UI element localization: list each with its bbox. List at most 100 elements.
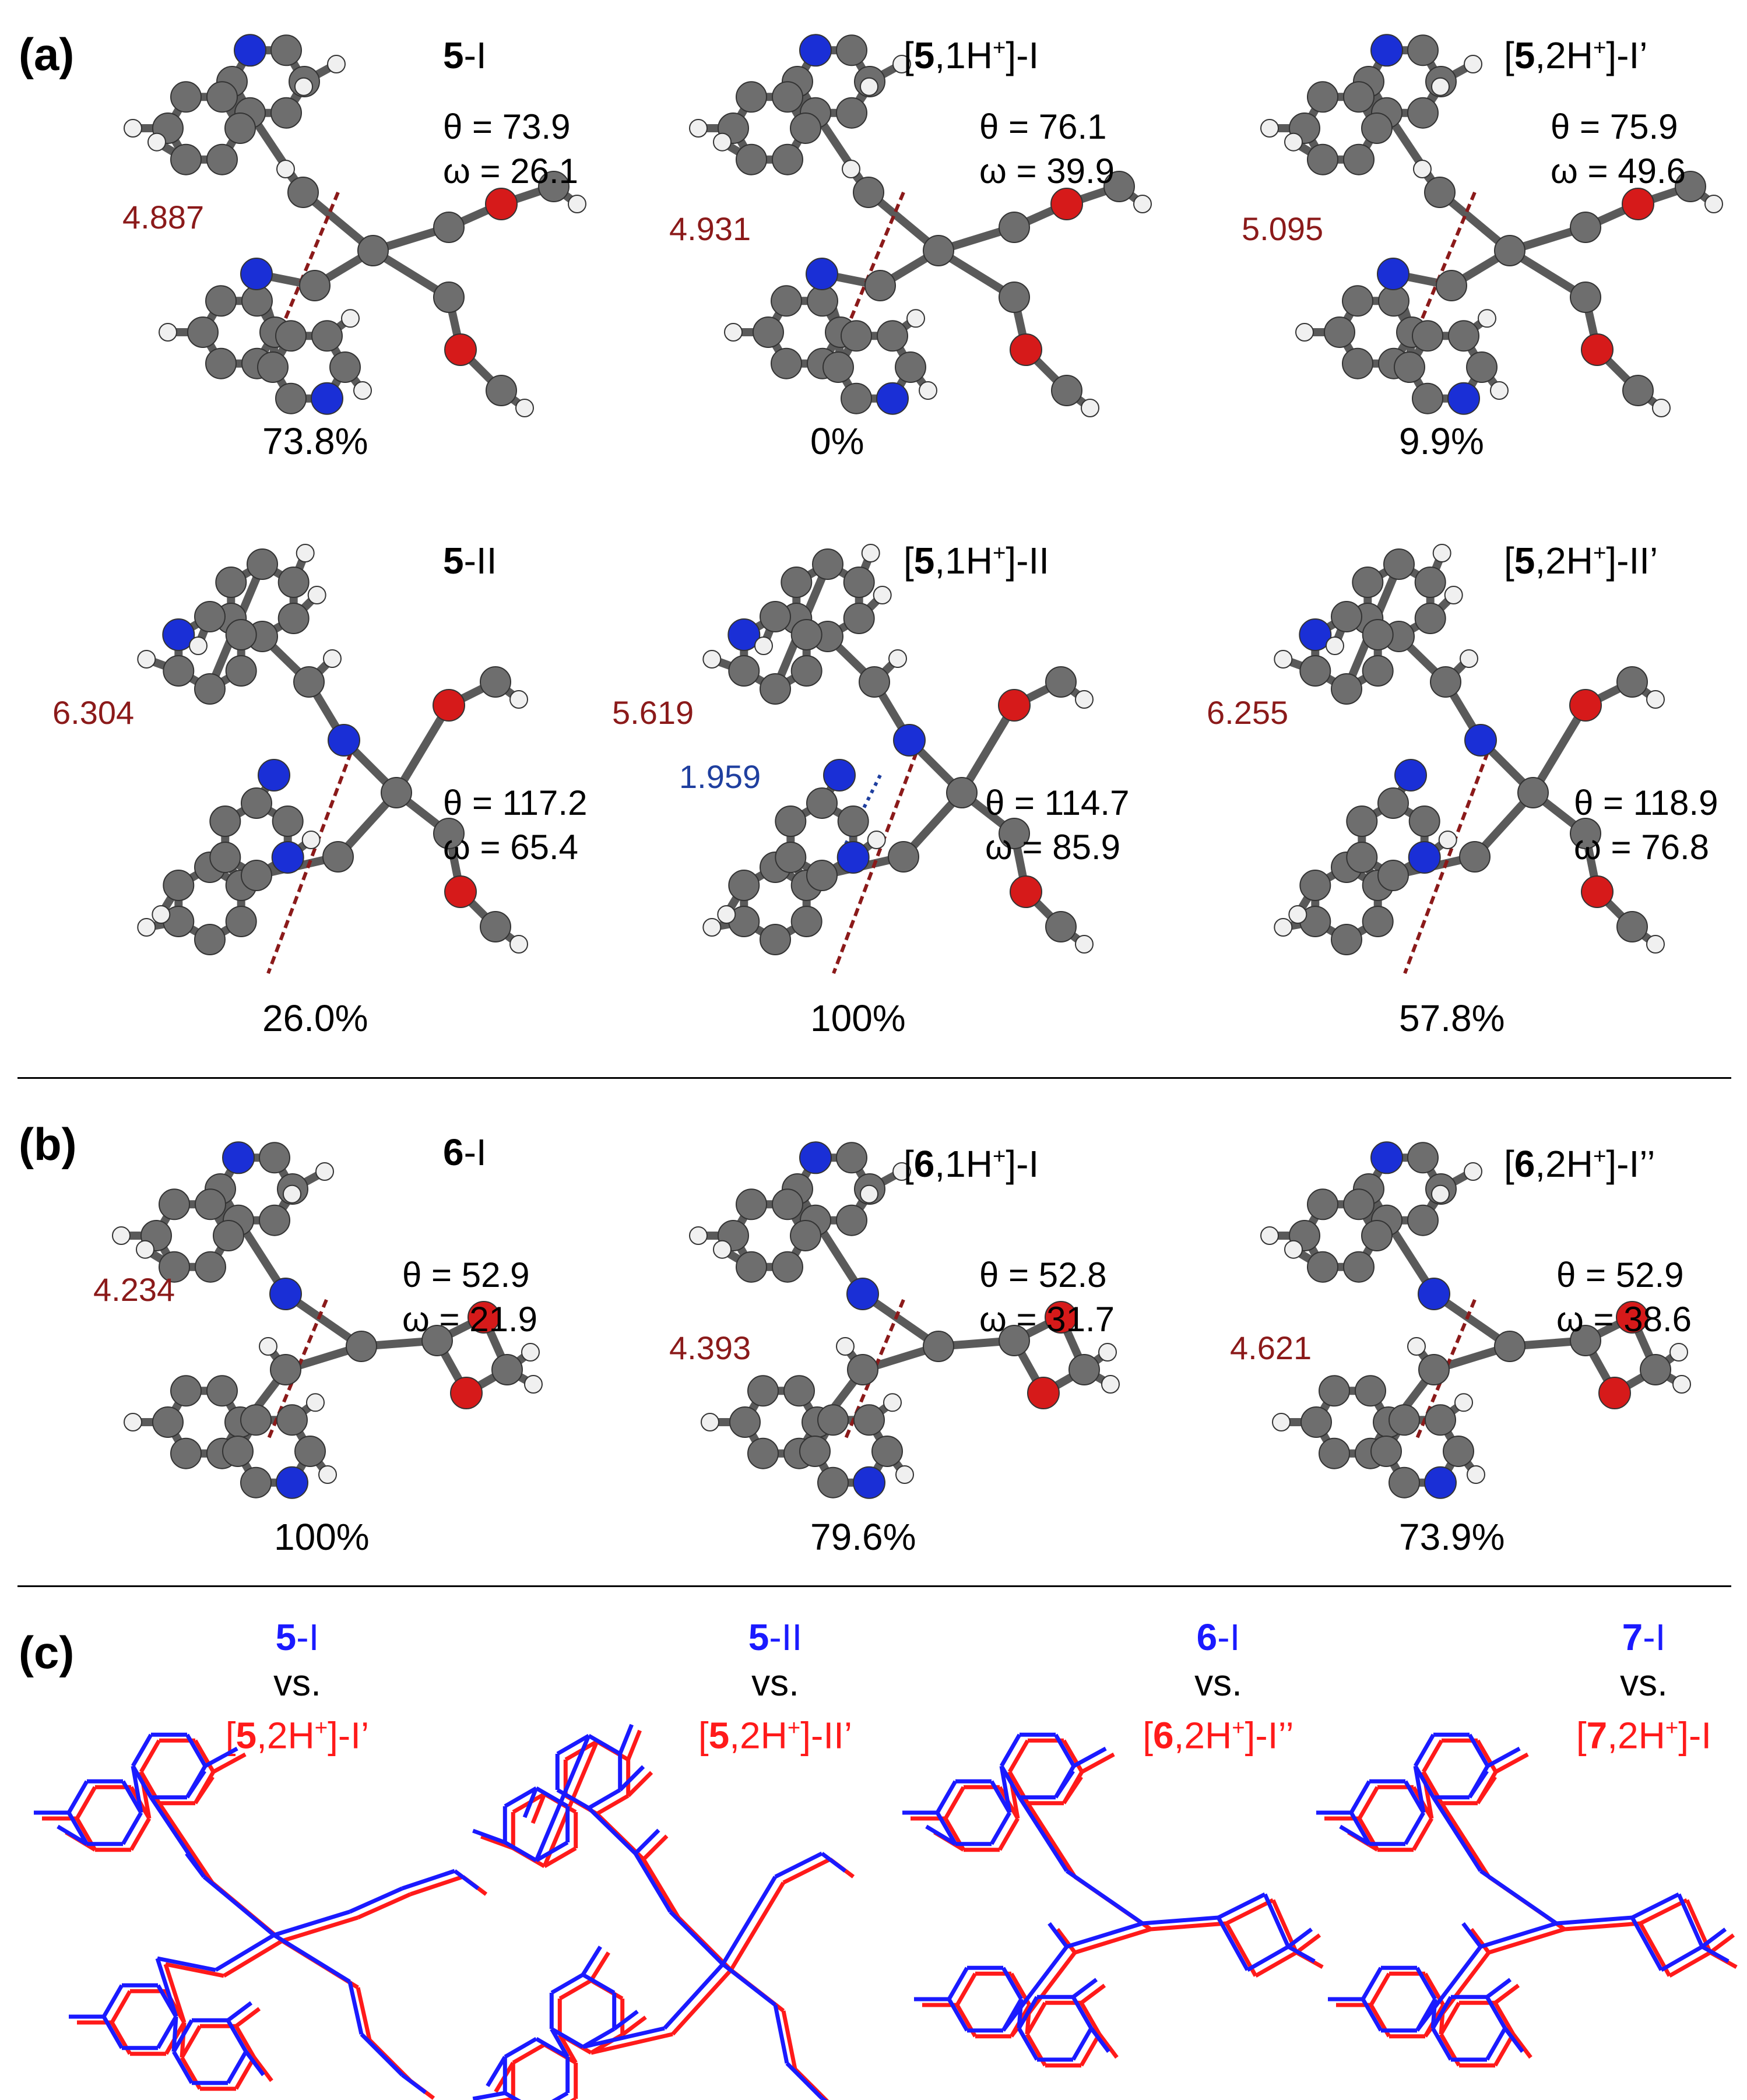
hydrogen-atom (689, 119, 708, 138)
hydrogen-atom (702, 918, 722, 937)
structure-title: [6,2H+]-I’’ (1504, 1142, 1655, 1186)
wire-bond (1048, 1922, 1068, 1948)
carbon-atom (1424, 177, 1456, 208)
wire-bond (1413, 1765, 1426, 1813)
hydrogen-atom (341, 309, 360, 328)
hydrogen-atom (323, 649, 342, 668)
neutral-wireframe (1316, 1732, 1730, 2062)
hydrogen-atom (1652, 399, 1671, 417)
wire-bond (185, 1770, 206, 1799)
carbon-atom (760, 924, 791, 955)
wire-bond (641, 1858, 681, 1919)
carbon-atom (836, 1204, 867, 1236)
hydrogen-atom (307, 586, 326, 604)
wire-bond (1493, 2001, 1516, 2035)
carbon-atom (859, 666, 890, 698)
wire-bond (202, 1875, 276, 1937)
hydrogen-atom (306, 1393, 325, 1412)
carbon-atom (1425, 1404, 1456, 1436)
carbon-atom (771, 347, 802, 379)
wire-bond (1493, 1983, 1520, 2005)
carbon-atom (491, 1354, 523, 1385)
wire-bond (955, 1972, 978, 2006)
carbon-atom (1407, 97, 1439, 129)
ball-and-stick-model (124, 34, 586, 417)
carbon-atom (1299, 655, 1331, 687)
wire-bond (989, 1780, 1012, 1814)
population-percentage: 57.8% (1399, 997, 1505, 1039)
centroid-distance-label: 4.234 (93, 1271, 175, 1308)
wire-bond (1025, 2001, 1048, 2035)
hydrogen-atom (1101, 1375, 1120, 1394)
carbon-atom (276, 1404, 308, 1436)
nitrogen-atom (1418, 1278, 1450, 1310)
carbon-atom (299, 270, 331, 301)
nitrogen-atom (846, 1278, 879, 1310)
bond (958, 701, 1018, 797)
carbon-atom (1412, 382, 1443, 414)
wire-bond (582, 2026, 665, 2049)
oxygen-atom (1622, 188, 1654, 220)
nitrogen-atom (271, 841, 304, 874)
angle-values: θ = 118.9 ω = 76.8 (1574, 781, 1718, 870)
wire-bond (989, 1811, 1012, 1845)
wire-bond (1413, 1765, 1436, 1799)
carbon-atom (159, 1251, 190, 1283)
nitrogen-atom (1299, 618, 1332, 651)
carbon-atom (836, 34, 867, 66)
ball-and-stick-model (1274, 544, 1665, 975)
hydrogen-atom (1260, 1226, 1279, 1245)
neutral-wireframe (34, 1732, 480, 2094)
carbon-atom (225, 619, 257, 650)
wire-bond (1287, 1944, 1316, 1964)
carbon-atom (1343, 1251, 1375, 1283)
wire-bond (1017, 1996, 1039, 2029)
wire-bond (131, 1765, 153, 1799)
theta-value: θ = 117.2 (443, 783, 588, 822)
ball-and-stick-model (1260, 34, 1723, 417)
carbon-atom (275, 382, 307, 414)
carbon-atom (322, 841, 354, 873)
wire-bond (1495, 1752, 1529, 1774)
red-label-suffix: ]-I’’ (1245, 1714, 1294, 1757)
carbon-atom (853, 1404, 885, 1436)
wire-bond (1349, 1811, 1372, 1845)
hydrogen-atom (919, 381, 937, 400)
carbon-atom (187, 316, 219, 348)
title-bold: 6 (1514, 1143, 1535, 1185)
nitrogen-atom (1408, 841, 1441, 874)
hydrogen-atom (296, 544, 315, 562)
hydrogen-atom (147, 132, 166, 152)
carbon-atom (259, 1142, 290, 1174)
hydrogen-atom (1075, 690, 1094, 709)
wire-bond (1512, 2032, 1532, 2059)
structure-title: [5,1H+]-II (904, 539, 1049, 582)
wire-bond (1430, 2027, 1453, 2061)
carbon-atom (847, 1354, 878, 1385)
title-suffix: -I (463, 1131, 487, 1173)
ball-and-stick-model (689, 1141, 1120, 1499)
wire-bond (101, 2015, 124, 2049)
population-percentage: 79.6% (810, 1516, 916, 1558)
title-pre: [ (904, 1143, 914, 1185)
wire-bond (156, 2015, 178, 2049)
wire-bond (1432, 1796, 1482, 1872)
carbon-atom (1408, 805, 1440, 837)
hydrogen-atom (895, 1465, 914, 1484)
wire-bond (634, 1828, 660, 1855)
blue-label-suffix: -I (1217, 1616, 1240, 1658)
wire-bond (1142, 1915, 1219, 1926)
hydrogen-atom (1274, 650, 1293, 669)
wire-bond (1295, 1933, 1321, 1954)
carbon-atom (836, 97, 867, 129)
hydrogen-atom (1272, 1413, 1291, 1431)
wire-bond (244, 2050, 265, 2077)
wire-bond (163, 1963, 187, 2024)
wire-bond (215, 1933, 275, 1972)
carbon-atom (999, 212, 1030, 243)
red-label-sup: + (1232, 1715, 1245, 1740)
wire-bond (551, 2091, 569, 2100)
carbon-atom (736, 143, 767, 175)
carbon-atom (790, 619, 822, 650)
wire-bond (1217, 1892, 1266, 1920)
